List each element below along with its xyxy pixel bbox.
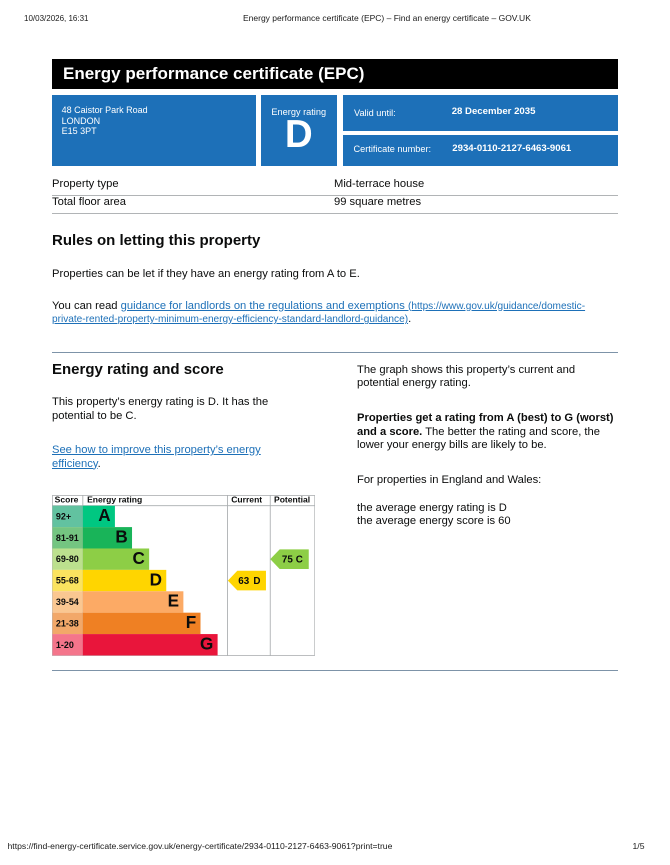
svg-text:Current: Current	[232, 495, 263, 505]
svg-text:C: C	[133, 549, 145, 568]
svg-text:E: E	[168, 592, 179, 611]
svg-text:F: F	[186, 613, 196, 632]
svg-text:D: D	[254, 576, 261, 587]
svg-text:B: B	[116, 528, 128, 547]
svg-text:G: G	[200, 635, 213, 654]
svg-text:Score: Score	[55, 495, 79, 505]
svg-text:55-68: 55-68	[56, 576, 79, 586]
svg-text:C: C	[296, 555, 303, 566]
svg-text:39-54: 39-54	[56, 597, 79, 607]
svg-text:Potential: Potential	[274, 495, 310, 505]
svg-text:D: D	[150, 571, 162, 590]
svg-text:75: 75	[282, 555, 293, 566]
svg-text:69-80: 69-80	[56, 554, 79, 564]
svg-text:21-38: 21-38	[56, 619, 79, 629]
svg-text:A: A	[99, 506, 111, 525]
svg-text:Energy rating: Energy rating	[87, 495, 142, 505]
svg-text:92+: 92+	[56, 512, 71, 522]
svg-text:81-91: 81-91	[56, 533, 79, 543]
svg-text:63: 63	[239, 576, 250, 587]
svg-text:1-20: 1-20	[56, 640, 74, 650]
